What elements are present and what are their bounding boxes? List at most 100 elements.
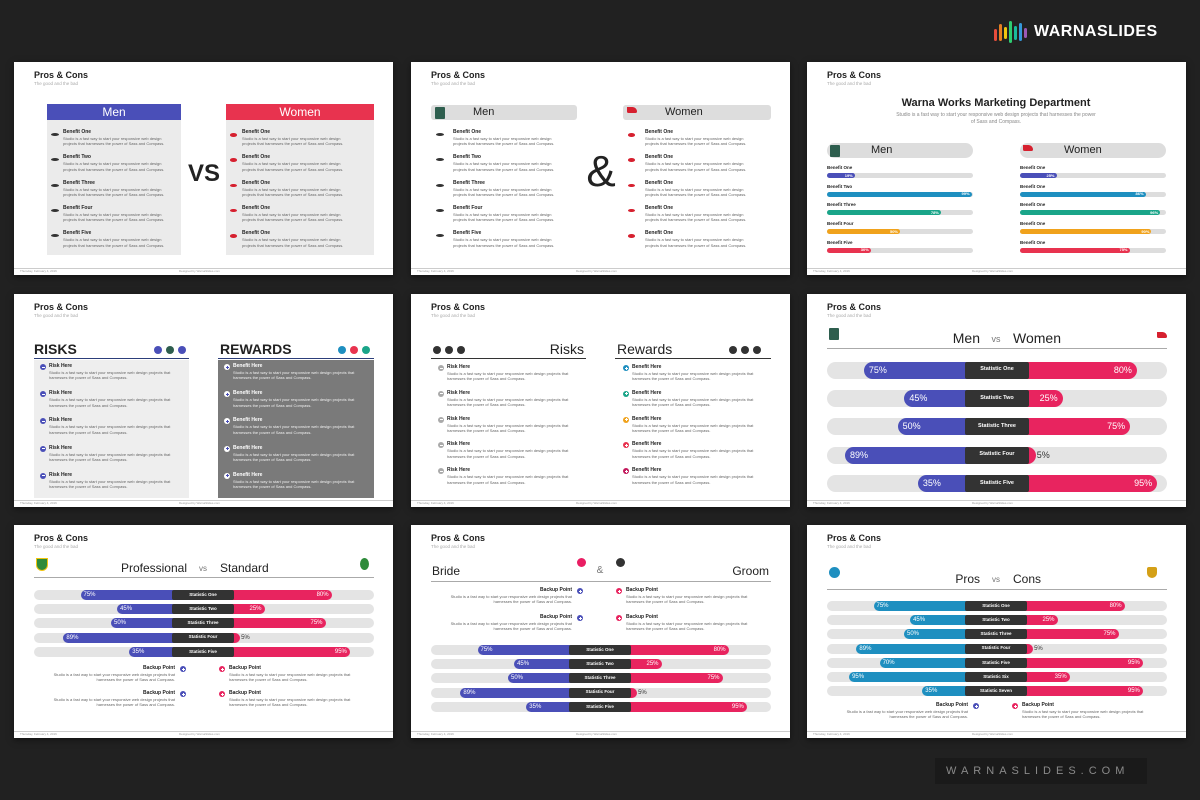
bar (827, 247, 871, 253)
marker-sign (221, 667, 223, 671)
footer-credit: Designed by WarnaSlides.com (576, 501, 617, 505)
item-title: Benefit Two (453, 154, 481, 161)
value-label: 35% (132, 648, 145, 655)
item-title: Risk Here (49, 363, 73, 369)
panel (47, 120, 181, 255)
marker (577, 588, 583, 594)
category-box (172, 618, 234, 629)
category-label: Statistic Three (980, 631, 1012, 637)
heading: Risks (549, 341, 584, 357)
category-box (965, 418, 1029, 436)
value-label: 80% (316, 592, 329, 598)
value-label: 75% (1103, 631, 1116, 638)
mustache-icon (436, 133, 444, 136)
footer-line (807, 500, 1186, 501)
footer-date: Thursday, February 4, 2016 (20, 269, 57, 273)
description: Studio is a fast way to start your respo… (49, 478, 171, 490)
marker (180, 666, 186, 672)
description: Studio is a fast way to start your respo… (450, 594, 572, 605)
description: Studio is a fast way to start your respo… (450, 621, 572, 632)
value-label: 50% (902, 421, 921, 432)
description: Studio is a fast way to start your respo… (242, 237, 344, 248)
item-title: Benefit One (645, 204, 674, 211)
item-title: Risk Here (447, 389, 471, 396)
bar (996, 686, 1143, 697)
slide-title: Pros & Cons (34, 302, 89, 312)
small-icon (433, 346, 441, 354)
category-label: Statistic Two (586, 660, 614, 666)
item-title: Benefit One (1020, 165, 1046, 170)
category-label: Statistic Four (981, 645, 1011, 651)
header-text: Men (102, 105, 126, 119)
description: Studio is a fast way to start your respo… (233, 451, 355, 462)
lips-icon (230, 234, 237, 238)
shield-icon (36, 558, 48, 571)
description: Studio is a fast way to start your respo… (632, 422, 754, 433)
value-label: 89% (859, 645, 872, 652)
value-label: 45% (909, 392, 928, 403)
marker (577, 615, 583, 621)
footer-date: Thursday, February 4, 2016 (813, 269, 850, 273)
website: WARNASLIDES.COM (946, 765, 1130, 777)
heading: Pros (955, 572, 980, 586)
marker-sign (226, 419, 228, 423)
marker (623, 468, 629, 475)
value-label: 95% (852, 674, 865, 680)
description: Studio is a fast way to start your respo… (645, 211, 747, 223)
category-box (172, 632, 234, 643)
description: Studio is a fast way to start your respo… (233, 478, 355, 490)
description: Studio is a fast way to start your respo… (453, 136, 555, 147)
bar (117, 604, 203, 615)
separator: VS (187, 160, 221, 187)
item-title: Benefit Two (63, 154, 91, 161)
small-icon (741, 346, 749, 354)
header-bar (827, 143, 973, 158)
marker-sign (182, 667, 184, 671)
footer-line (411, 268, 790, 269)
item-title: Benefit Here (233, 471, 263, 478)
track (827, 247, 973, 253)
category-label: Statistic One (189, 591, 217, 597)
marker-sign (182, 692, 184, 696)
rule (218, 358, 374, 359)
bar (997, 475, 1158, 493)
trophy-icon (1147, 567, 1157, 578)
item-title: Benefit One (645, 230, 674, 237)
slide: Pros & Cons The good and the bad Thursday,… (14, 62, 393, 275)
item-title: Benefit Four (827, 221, 854, 227)
value-label: 25% (249, 606, 262, 613)
description: Studio is a fast way to start your respo… (63, 186, 165, 197)
suit-icon (435, 106, 445, 119)
category-label: Statistic Five (982, 659, 1010, 665)
item-title: Benefit One (242, 129, 271, 135)
value-label: 50% (907, 631, 920, 638)
marker-sign (625, 392, 627, 396)
item-title: Benefit Here (233, 444, 263, 451)
bar (111, 618, 203, 629)
description: Studio is a fast way to start your respo… (63, 136, 165, 147)
marker-sign (439, 444, 443, 446)
marker-sign (579, 589, 581, 593)
item-title: Benefit One (645, 179, 674, 186)
value-label: 45% (913, 617, 926, 624)
description: Studio is a fast way to start your respo… (645, 161, 747, 172)
value-label: 75% (876, 603, 889, 609)
heading: RISKS (34, 341, 77, 357)
marker-sign (41, 448, 45, 449)
category-label: Statistic Four (188, 634, 218, 640)
category-box (172, 604, 234, 615)
shoe-icon (1023, 144, 1033, 151)
description: Studio is a fast way to start your respo… (233, 424, 355, 435)
slide-subtitle: The good and the bad (34, 81, 79, 86)
item-title: Benefit Five (827, 239, 853, 245)
value-label: 25% (1042, 617, 1055, 624)
category-box (965, 615, 1027, 626)
item-title: Benefit One (645, 129, 674, 135)
bar (203, 646, 350, 657)
mustache-icon (51, 208, 59, 212)
item-title: Risk Here (49, 471, 73, 478)
value-label: 89% (463, 689, 476, 696)
item-title: Benefit Here (632, 389, 662, 396)
value-label: 45% (120, 606, 133, 613)
bar (922, 686, 996, 697)
